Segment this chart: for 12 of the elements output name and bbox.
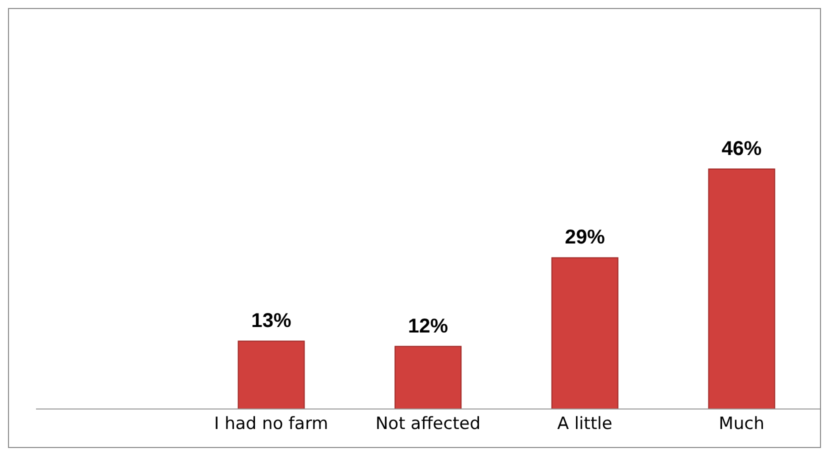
- bar: [394, 346, 462, 410]
- data-label: 29%: [564, 226, 606, 249]
- x-tick-label: A little: [557, 414, 612, 434]
- bar: [551, 257, 618, 410]
- x-tick-label: Not affected: [375, 414, 481, 434]
- x-tick-label: I had no farm: [214, 414, 328, 434]
- data-label: 13%: [251, 310, 292, 332]
- bar: [708, 168, 776, 410]
- data-label: 12%: [408, 315, 448, 338]
- x-tick-label: Much: [718, 414, 764, 434]
- data-label: 46%: [722, 138, 762, 160]
- bar: [238, 340, 305, 410]
